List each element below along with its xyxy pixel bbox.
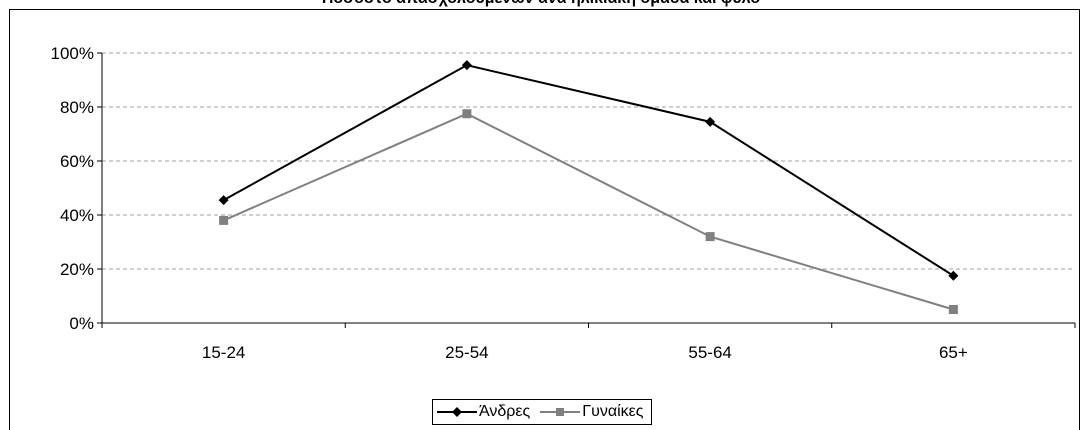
y-tick-label: 100% (51, 44, 94, 63)
axes: 0% 20% 40% 60% 80% 100% 15-24 25-54 55-64 65+ (51, 44, 1076, 362)
data-point-marker (948, 305, 958, 314)
series-layer (218, 60, 959, 314)
data-point-marker (461, 60, 472, 71)
chart-title: Ποσοστό απασχολούμενων ανά ηλικιακή ομάδ… (0, 0, 1082, 8)
x-tick-label: 55-64 (688, 343, 731, 362)
y-tick-label: 60% (60, 152, 94, 171)
x-tick-label: 25-54 (445, 343, 488, 362)
data-point-marker (218, 195, 229, 206)
data-point-marker (705, 116, 716, 127)
gridlines (102, 52, 1075, 270)
legend-label-men: Άνδρες (479, 403, 531, 420)
x-tick-label: 65+ (939, 343, 968, 362)
legend: Άνδρες Γυναίκες (432, 399, 653, 425)
data-point-marker (948, 270, 959, 281)
data-point-marker (219, 215, 229, 225)
legend-swatch-women (540, 408, 581, 416)
legend-label-women: Γυναίκες (582, 403, 644, 420)
y-tick-label: 0% (69, 314, 94, 333)
data-point-marker (705, 232, 715, 242)
series-line-1 (223, 112, 954, 311)
legend-item-men: Άνδρες (437, 403, 530, 421)
data-point-marker (462, 109, 472, 119)
y-tick-label: 80% (60, 98, 94, 117)
x-tick-label: 15-24 (202, 343, 245, 362)
chart-frame (9, 9, 1080, 430)
legend-swatch-men (437, 407, 477, 417)
legend-item-women: Γυναίκες (540, 403, 643, 421)
series-line-0 (223, 64, 954, 277)
y-tick-label: 20% (60, 260, 94, 279)
y-tick-label: 40% (60, 206, 94, 225)
